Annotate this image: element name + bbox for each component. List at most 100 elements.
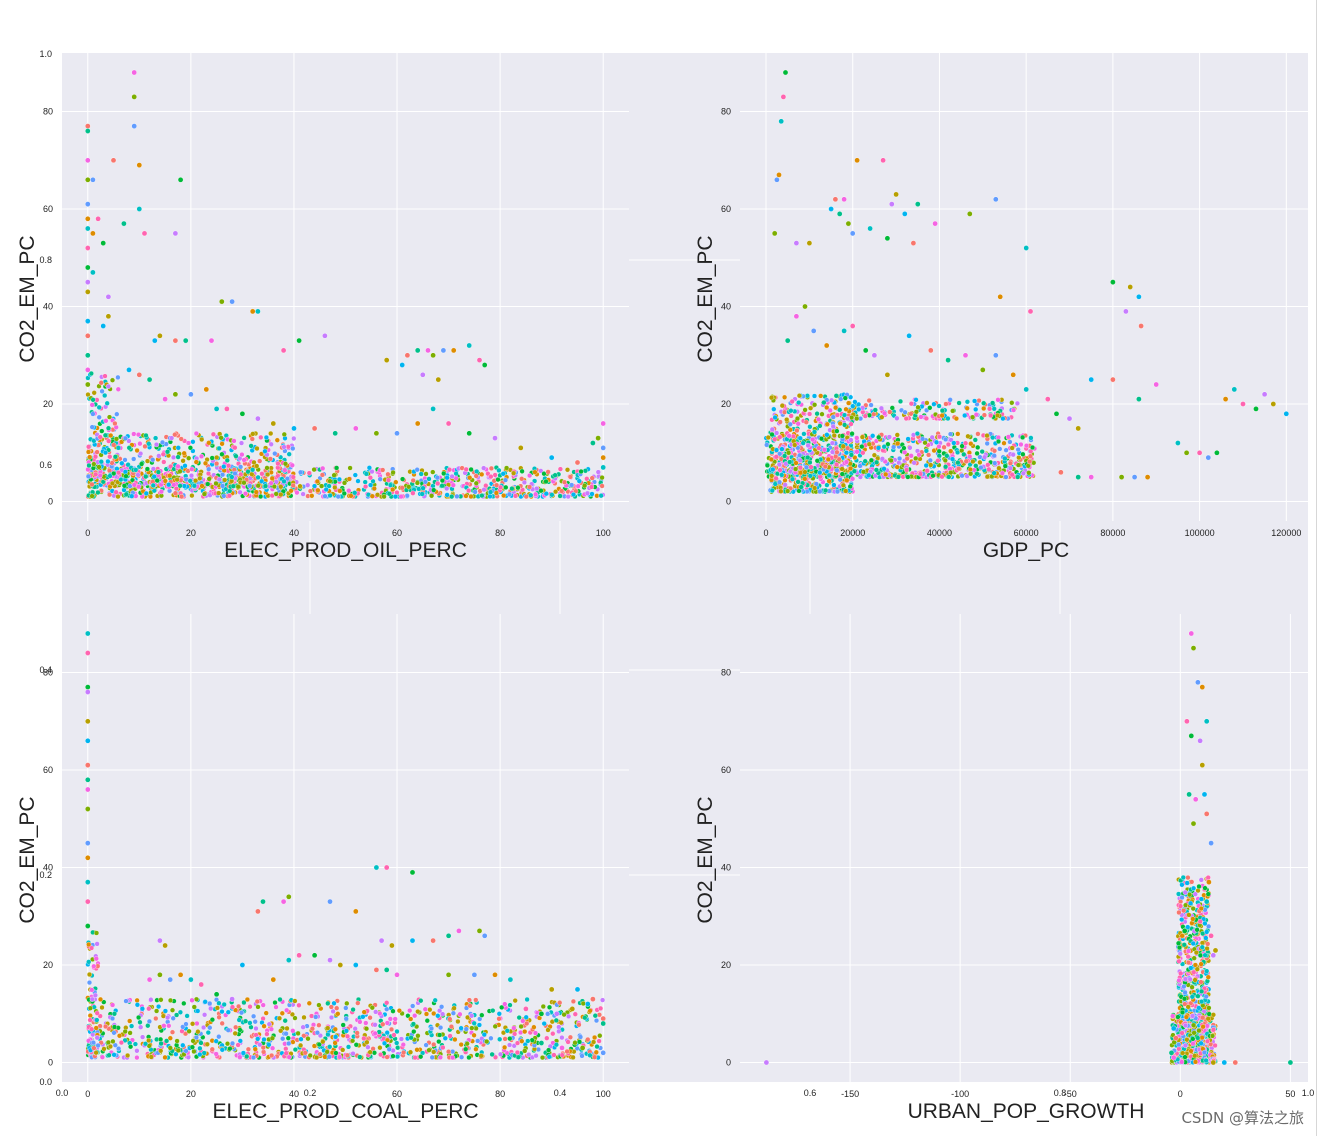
scatter-point: [122, 435, 129, 441]
scatter-panel-1: 0 20 40 60 80 100020406080ELEC_PROD_OIL_PERCC…: [16, 53, 629, 562]
scatter-point: [105, 383, 111, 389]
scatter-point: [523, 1006, 529, 1012]
scatter-point: [245, 469, 251, 475]
scatter-point: [327, 898, 333, 905]
scatter-point: [143, 474, 149, 480]
scatter-point: [856, 401, 862, 407]
scatter-point: [395, 1045, 401, 1051]
scatter-point: [834, 449, 840, 455]
scatter-point: [306, 1000, 312, 1006]
scatter-point: [468, 466, 474, 473]
scatter-point: [1003, 447, 1009, 453]
scatter-point: [578, 468, 584, 475]
scatter-point: [833, 454, 839, 460]
scatter-point: [131, 123, 137, 129]
scatter-point: [956, 466, 962, 472]
scatter-point: [1075, 425, 1081, 432]
scatter-point: [1002, 463, 1008, 469]
scatter-point: [600, 454, 607, 461]
scatter-point: [251, 1013, 257, 1019]
scatter-point: [473, 997, 479, 1003]
scatter-point: [819, 411, 825, 417]
scatter-point: [105, 293, 112, 300]
scatter-point: [458, 1042, 464, 1048]
scatter-point: [189, 997, 195, 1003]
x-tick-label: 40000: [927, 528, 952, 538]
scatter-point: [423, 1011, 430, 1017]
scatter-point: [150, 482, 156, 488]
scatter-point: [86, 462, 92, 469]
scatter-point: [224, 1041, 231, 1047]
scatter-point: [955, 460, 961, 466]
scatter-point: [126, 445, 132, 451]
scatter-point: [420, 485, 426, 491]
scatter-point: [450, 1010, 456, 1016]
scatter-point: [849, 230, 856, 237]
scatter-point: [411, 1029, 417, 1035]
scatter-point: [585, 1036, 591, 1043]
scatter-point: [214, 461, 220, 467]
scatter-point: [281, 444, 287, 450]
scatter-point: [943, 401, 949, 407]
scatter-point: [418, 1054, 424, 1060]
scatter-point: [956, 400, 962, 406]
scatter-point: [326, 483, 332, 489]
scatter-point: [881, 410, 888, 416]
scatter-point: [836, 211, 843, 217]
scatter-point: [768, 395, 775, 401]
scatter-point: [412, 1055, 418, 1061]
scatter-point: [807, 473, 813, 479]
scatter-point: [1009, 445, 1015, 451]
scatter-point: [387, 1016, 393, 1022]
scatter-point: [457, 1011, 463, 1017]
scatter-point: [315, 487, 321, 493]
scatter-point: [89, 1026, 95, 1032]
scatter-point: [1045, 396, 1051, 402]
scatter-point: [289, 462, 295, 468]
scatter-point: [131, 431, 137, 437]
scatter-point: [180, 458, 186, 464]
scatter-point: [194, 1020, 200, 1027]
scatter-point: [867, 225, 873, 232]
scatter-point: [924, 468, 930, 474]
scatter-point: [538, 488, 544, 494]
background-y-tick-label: 0.0: [39, 1077, 52, 1087]
scatter-point: [101, 1046, 107, 1052]
scatter-point: [335, 1011, 341, 1017]
scatter-point: [244, 996, 250, 1003]
scatter-point: [1261, 391, 1268, 398]
scatter-point: [793, 466, 799, 472]
scatter-point: [475, 1038, 481, 1044]
scatter-point: [450, 482, 456, 488]
scatter-point: [524, 996, 530, 1003]
scatter-point: [273, 491, 279, 497]
scatter-point: [471, 1032, 477, 1038]
scatter-point: [435, 480, 441, 487]
scatter-point: [185, 440, 192, 446]
scatter-point: [904, 456, 910, 462]
scatter-point: [295, 1030, 301, 1036]
scatter-point: [180, 1042, 186, 1048]
scatter-point: [450, 1055, 456, 1061]
scatter-point: [232, 1030, 238, 1036]
scatter-point: [473, 1046, 479, 1052]
scatter-point: [177, 1009, 183, 1015]
scatter-point: [968, 441, 974, 447]
scatter-point: [447, 1016, 453, 1022]
plot-area: [62, 53, 629, 521]
scatter-point: [86, 980, 93, 986]
scatter-point: [793, 313, 800, 320]
scatter-point: [85, 123, 91, 129]
scatter-point: [549, 492, 555, 498]
scatter-point: [873, 467, 879, 473]
scatter-point: [285, 894, 292, 900]
scatter-point: [502, 1044, 508, 1050]
scatter-point: [923, 415, 929, 421]
scatter-point: [409, 937, 416, 944]
scatter-point: [398, 494, 404, 500]
scatter-point: [818, 436, 825, 442]
scatter-point: [803, 419, 809, 425]
scatter-point: [216, 490, 222, 496]
scatter-point: [518, 445, 524, 451]
scatter-point: [816, 445, 822, 451]
